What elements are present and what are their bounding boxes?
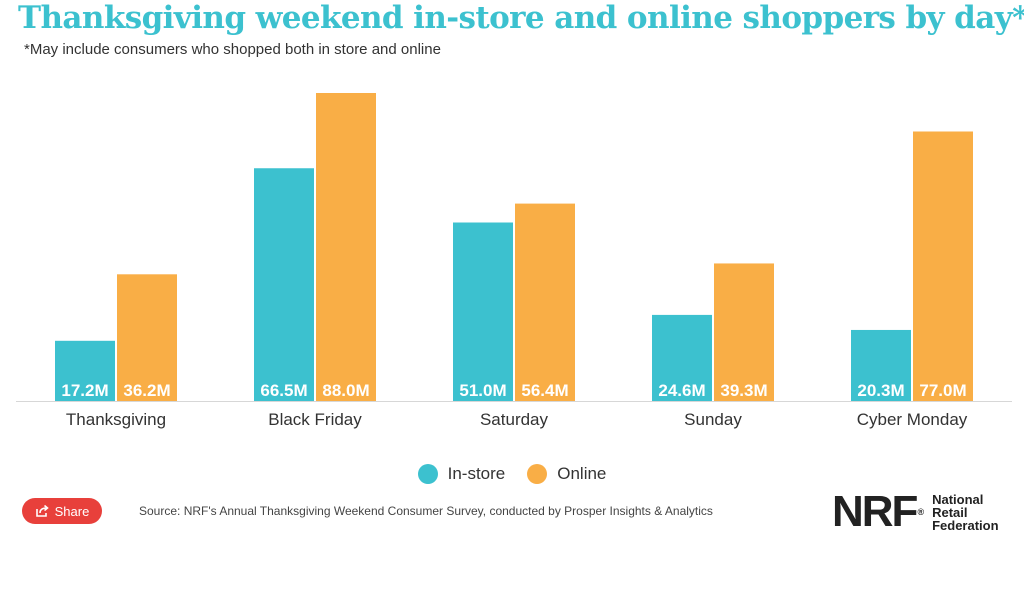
x-tick-label: Black Friday [268,410,362,429]
x-tick-label: Thanksgiving [66,410,166,429]
x-tick-label: Cyber Monday [857,410,968,429]
share-icon [35,504,49,518]
bar-online [117,274,177,401]
legend-label-in-store: In-store [447,464,506,483]
legend-swatch-in-store [417,464,438,484]
chart-subtitle: *May include consumers who shopped both … [24,41,441,58]
share-button[interactable]: Share [22,498,102,524]
bar-in-store [453,222,513,401]
x-tick-label: Saturday [480,410,549,429]
data-label-in-store: 51.0M [459,381,506,400]
bar-online [714,263,774,401]
data-label-in-store: 66.5M [260,381,307,400]
data-label-online: 36.2M [123,381,170,400]
bar-online [515,203,575,401]
data-label-online: 77.0M [919,381,966,400]
data-label-online: 56.4M [521,381,568,400]
bar-in-store [55,340,115,401]
chart-legend: In-store Online [0,464,1024,484]
bar-online [913,131,973,401]
data-label-online: 39.3M [720,381,767,400]
bar-in-store [254,168,314,401]
bar-chart: 17.2M 36.2M Thanksgiving 66.5M 88.0M Black Fr… [16,93,1012,429]
x-tick-label: Sunday [684,410,742,429]
chart-title: Thanksgiving weekend in-store and online… [18,0,1024,36]
bar-online [316,93,376,401]
nrf-logo-mark: NRF® [832,487,925,536]
data-label-in-store: 20.3M [857,381,904,400]
share-label: Share [54,503,90,519]
bar-in-store [652,314,712,401]
data-label-in-store: 24.6M [658,381,705,400]
nrf-logo-text: National Retail Federation [932,491,999,533]
legend-item-online: Online [527,464,606,484]
legend-label-online: Online [557,464,607,483]
legend-item-in-store: In-store [417,464,506,484]
legend-swatch-online [527,464,548,484]
nrf-logo: NRF® National Retail Federation [832,490,999,534]
source-note: Source: NRF's Annual Thanksgiving Weeken… [139,504,713,518]
data-label-online: 88.0M [322,381,369,400]
bar-in-store [851,329,911,401]
data-label-in-store: 17.2M [61,381,108,400]
